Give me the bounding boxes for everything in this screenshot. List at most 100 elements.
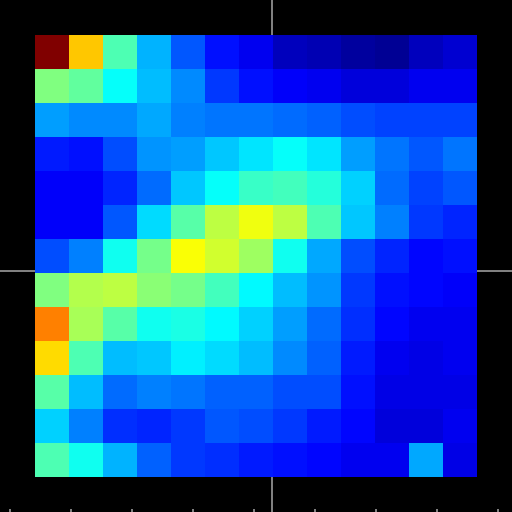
heatmap-cell (35, 205, 69, 239)
heatmap-cell (375, 409, 409, 443)
heatmap-cell (205, 35, 239, 69)
heatmap-cell (69, 341, 103, 375)
heatmap-cell (103, 205, 137, 239)
heatmap-cell (239, 103, 273, 137)
heatmap-cell (171, 69, 205, 103)
heatmap-cell (375, 35, 409, 69)
heatmap-cell (409, 273, 443, 307)
heatmap-cell (137, 35, 171, 69)
heatmap-cell (375, 69, 409, 103)
heatmap-cell (273, 307, 307, 341)
heatmap-cell (171, 375, 205, 409)
heatmap-cell (103, 443, 137, 477)
heatmap-cell (137, 137, 171, 171)
heatmap-cell (137, 307, 171, 341)
heatmap-cell (443, 137, 477, 171)
heatmap-cell (205, 375, 239, 409)
heatmap-cell (137, 273, 171, 307)
heatmap-cell (103, 137, 137, 171)
heatmap-cell (137, 205, 171, 239)
heatmap-cell (375, 307, 409, 341)
heatmap-cell (443, 307, 477, 341)
heatmap-cell (307, 171, 341, 205)
heatmap-cell (35, 103, 69, 137)
heatmap-cell (35, 273, 69, 307)
heatmap-cell (341, 239, 375, 273)
heatmap-cell (103, 171, 137, 205)
heatmap-cell (137, 239, 171, 273)
heatmap-cell (307, 443, 341, 477)
heatmap-cell (239, 409, 273, 443)
heatmap-cell (205, 171, 239, 205)
heatmap-cell (273, 69, 307, 103)
heatmap-cell (273, 375, 307, 409)
heatmap-cell (375, 375, 409, 409)
heatmap-cell (273, 103, 307, 137)
heatmap-cell (341, 409, 375, 443)
heatmap-cell (103, 341, 137, 375)
heatmap-cell (443, 375, 477, 409)
heatmap-cell (137, 375, 171, 409)
heatmap-cell (69, 273, 103, 307)
heatmap-cell (171, 35, 205, 69)
heatmap-cell (35, 409, 69, 443)
heatmap-cell (375, 239, 409, 273)
heatmap-cell (205, 409, 239, 443)
heatmap-cell (307, 69, 341, 103)
heatmap-cell (69, 205, 103, 239)
heatmap-cell (409, 341, 443, 375)
heatmap-cell (443, 273, 477, 307)
heatmap-cell (409, 69, 443, 103)
heatmap-cell (35, 341, 69, 375)
heatmap-cell (205, 239, 239, 273)
heatmap-cell (375, 137, 409, 171)
heatmap-cell (375, 273, 409, 307)
heatmap-cell (239, 171, 273, 205)
heatmap-cell (341, 69, 375, 103)
heatmap-cell (69, 239, 103, 273)
heatmap-cell (341, 273, 375, 307)
heatmap-cell (35, 443, 69, 477)
heatmap-cell (307, 375, 341, 409)
heatmap-cell (35, 375, 69, 409)
heatmap-cell (69, 171, 103, 205)
heatmap-cell (137, 443, 171, 477)
heatmap-cell (137, 69, 171, 103)
heatmap-cell (443, 69, 477, 103)
heatmap-cell (137, 341, 171, 375)
heatmap-cell (239, 375, 273, 409)
heatmap-cell (171, 307, 205, 341)
heatmap-cell (239, 273, 273, 307)
heatmap-cell (171, 273, 205, 307)
heatmap-cell (307, 409, 341, 443)
heatmap-cell (69, 35, 103, 69)
heatmap-cell (375, 443, 409, 477)
heatmap-cell (69, 137, 103, 171)
heatmap-cell (375, 205, 409, 239)
heatmap-cell (307, 137, 341, 171)
heatmap-cell (375, 103, 409, 137)
heatmap-cell (103, 409, 137, 443)
heatmap-cell (273, 137, 307, 171)
heatmap-cell (205, 205, 239, 239)
heatmap-cell (69, 375, 103, 409)
heatmap-cell (103, 375, 137, 409)
heatmap-cells (35, 35, 477, 477)
heatmap-cell (35, 239, 69, 273)
heatmap-cell (443, 171, 477, 205)
heatmap-cell (341, 35, 375, 69)
heatmap-cell (341, 137, 375, 171)
heatmap-cell (103, 307, 137, 341)
heatmap-cell (341, 205, 375, 239)
heatmap-cell (443, 341, 477, 375)
heatmap-cell (341, 375, 375, 409)
heatmap-cell (409, 103, 443, 137)
heatmap-cell (103, 35, 137, 69)
heatmap-cell (273, 409, 307, 443)
heatmap-cell (375, 341, 409, 375)
heatmap-cell (239, 35, 273, 69)
heatmap-cell (103, 103, 137, 137)
heatmap-cell (443, 409, 477, 443)
